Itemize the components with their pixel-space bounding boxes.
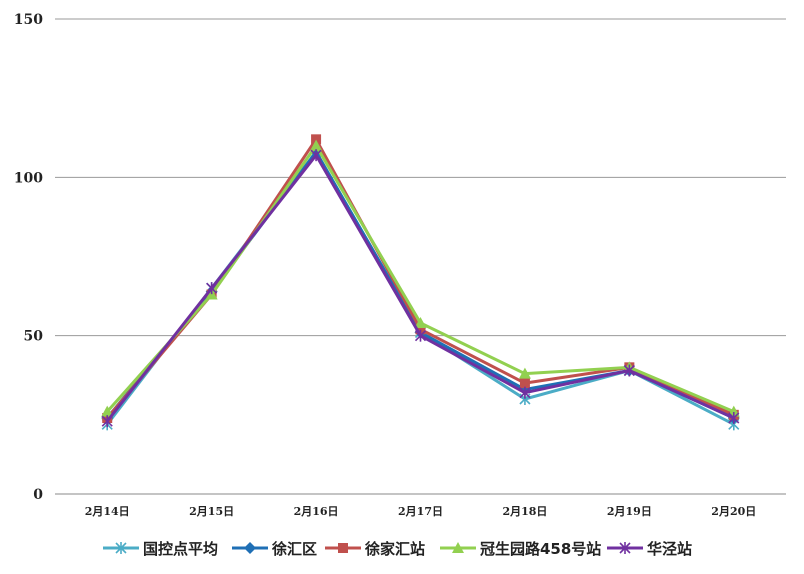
data-point	[206, 282, 218, 295]
x-tick-label: 2月14日	[85, 505, 130, 518]
legend-marker	[115, 542, 127, 554]
data-point	[519, 386, 531, 399]
x-axis-ticks: 2月14日 2月15日 2月16日 2月17日 2月18日 2月19日 2月20日	[85, 505, 757, 518]
legend-marker	[244, 542, 256, 554]
x-tick-label: 2月18日	[502, 505, 547, 518]
data-point	[415, 324, 426, 335]
y-tick-label: 100	[14, 170, 43, 186]
legend-label: 国控点平均	[143, 540, 218, 558]
data-point	[518, 367, 531, 379]
x-tick-label: 2月20日	[711, 505, 756, 518]
legend-item: 徐家汇站	[325, 540, 425, 558]
x-tick-label: 2月17日	[398, 505, 443, 518]
series-line	[106, 153, 735, 423]
data-point	[311, 134, 322, 145]
series-line	[106, 150, 735, 426]
series-lines	[101, 134, 740, 431]
series-4	[101, 149, 740, 428]
data-point	[101, 415, 113, 428]
legend-label: 冠生园路458号站	[480, 540, 601, 558]
x-tick-label: 2月16日	[294, 505, 339, 518]
series-line	[106, 144, 735, 414]
legend-marker	[452, 542, 464, 553]
data-point	[310, 149, 322, 162]
x-tick-label: 2月19日	[607, 505, 652, 518]
y-tick-label: 150	[14, 12, 43, 28]
y-axis-ticks: 0 50 100 150	[14, 12, 43, 503]
series-0	[101, 146, 740, 431]
legend-label: 徐家汇站	[364, 540, 425, 558]
data-point	[728, 412, 740, 424]
data-point	[414, 317, 427, 328]
data-point	[623, 364, 635, 377]
legend-label: 华泾站	[647, 540, 692, 558]
series-line	[106, 150, 735, 420]
legend-item: 华泾站	[607, 540, 692, 558]
data-point	[101, 405, 114, 417]
y-tick-label: 0	[33, 487, 43, 503]
legend-item: 徐汇区	[232, 540, 317, 558]
legend-item: 国控点平均	[103, 540, 218, 558]
legend-item: 冠生园路458号站	[440, 540, 601, 558]
data-point	[519, 378, 530, 389]
legend-label: 徐汇区	[271, 540, 317, 558]
data-point	[310, 139, 323, 151]
data-point	[414, 329, 427, 342]
series-1	[101, 146, 740, 424]
grid-lines	[55, 18, 786, 495]
legend-marker	[338, 543, 348, 553]
y-tick-label: 50	[24, 329, 44, 345]
legend-marker	[619, 542, 631, 554]
x-tick-label: 2月15日	[189, 505, 234, 518]
series-3	[101, 139, 740, 417]
legend: 国控点平均 徐汇区 徐家汇站 冠生园路458号站 华泾站	[103, 540, 692, 558]
